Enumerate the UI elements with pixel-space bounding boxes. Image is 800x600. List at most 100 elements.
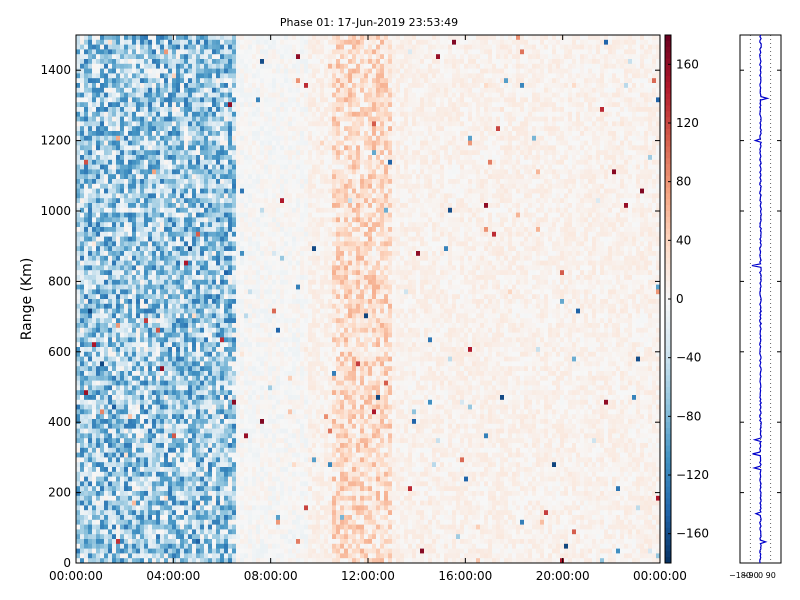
heatmap-cell xyxy=(188,414,193,420)
heatmap-cell xyxy=(184,428,189,434)
heatmap-cell xyxy=(120,121,125,127)
heatmap-cell xyxy=(76,457,81,463)
heatmap-cell xyxy=(224,457,229,463)
heatmap-cell xyxy=(108,308,113,314)
heatmap-cell xyxy=(92,404,97,410)
heatmap-cell xyxy=(244,35,249,41)
heatmap-cell xyxy=(204,361,209,367)
heatmap-cell xyxy=(240,231,245,237)
heatmap-cell xyxy=(252,284,257,290)
heatmap-cell xyxy=(224,443,229,449)
heatmap-cell xyxy=(116,188,121,194)
heatmap-cell xyxy=(160,193,165,199)
heatmap-cell xyxy=(212,251,217,257)
heatmap-cell xyxy=(156,275,161,281)
heatmap-cell xyxy=(124,515,129,521)
heatmap-cell xyxy=(84,515,89,521)
heatmap-cell xyxy=(120,150,125,156)
heatmap-cell xyxy=(84,351,89,357)
heatmap-cell xyxy=(212,294,217,300)
heatmap-cell xyxy=(204,135,209,141)
heatmap-cell xyxy=(256,68,261,74)
heatmap-cell xyxy=(116,255,121,261)
heatmap-cell xyxy=(76,63,81,69)
heatmap-cell xyxy=(216,390,221,396)
heatmap-cell xyxy=(136,97,141,103)
heatmap-cell xyxy=(224,495,229,501)
heatmap-cell xyxy=(212,207,217,213)
heatmap-cell xyxy=(80,457,85,463)
heatmap-cell xyxy=(144,443,149,449)
heatmap-cell xyxy=(148,241,153,247)
heatmap-cell xyxy=(148,294,153,300)
heatmap-cell xyxy=(128,399,133,405)
heatmap-cell xyxy=(148,207,153,213)
heatmap-cell xyxy=(160,539,165,545)
heatmap-cell xyxy=(224,203,229,209)
heatmap-cell xyxy=(196,308,201,314)
heatmap-cell xyxy=(196,366,201,372)
heatmap-cell xyxy=(88,318,93,324)
heatmap-cell xyxy=(100,481,105,487)
heatmap-cell xyxy=(180,255,185,261)
heatmap-cell xyxy=(136,390,141,396)
heatmap-cell xyxy=(84,543,89,549)
heatmap-cell xyxy=(108,251,113,257)
heatmap-cell xyxy=(160,179,165,185)
heatmap-cell xyxy=(148,313,153,319)
heatmap-cell xyxy=(148,217,153,223)
heatmap-cell xyxy=(132,227,137,233)
heatmap-cell xyxy=(216,495,221,501)
heatmap-cell xyxy=(224,107,229,113)
heatmap-cell xyxy=(172,380,177,386)
heatmap-cell xyxy=(204,515,209,521)
heatmap-cell xyxy=(100,443,105,449)
heatmap-cell xyxy=(224,433,229,439)
heatmap-cell xyxy=(236,188,241,194)
heatmap-cell xyxy=(136,135,141,141)
heatmap-cell xyxy=(216,327,221,333)
heatmap-cell xyxy=(164,217,169,223)
heatmap-cell xyxy=(184,294,189,300)
heatmap-cell xyxy=(80,284,85,290)
heatmap-cell xyxy=(248,294,253,300)
heatmap-cell xyxy=(96,145,101,151)
heatmap-cell xyxy=(216,467,221,473)
heatmap-cell xyxy=(204,111,209,117)
heatmap-cell xyxy=(96,534,101,540)
heatmap-cell xyxy=(236,414,241,420)
heatmap-cell xyxy=(140,150,145,156)
heatmap-cell xyxy=(128,203,133,209)
heatmap-cell xyxy=(244,198,249,204)
heatmap-cell xyxy=(160,356,165,362)
heatmap-cell xyxy=(100,241,105,247)
heatmap-cell xyxy=(176,308,181,314)
heatmap-cell xyxy=(216,102,221,108)
heatmap-cell xyxy=(148,39,153,45)
heatmap-cell xyxy=(108,279,113,285)
heatmap-cell xyxy=(84,419,89,425)
heatmap-cell xyxy=(140,419,145,425)
heatmap-cell xyxy=(112,371,117,377)
heatmap-cell xyxy=(152,174,157,180)
heatmap-cell xyxy=(248,111,253,117)
heatmap-cell xyxy=(196,78,201,84)
heatmap-cell xyxy=(164,385,169,391)
heatmap-cell xyxy=(176,399,181,405)
heatmap-cell xyxy=(248,251,253,257)
heatmap-cell xyxy=(112,97,117,103)
heatmap-cell xyxy=(228,164,233,170)
heatmap-cell xyxy=(124,145,129,151)
heatmap-cell xyxy=(100,510,105,516)
heatmap-cell xyxy=(168,63,173,69)
heatmap-cell xyxy=(216,193,221,199)
heatmap-cell xyxy=(224,342,229,348)
heatmap-cell xyxy=(108,169,113,175)
heatmap-cell xyxy=(196,299,201,305)
heatmap-cell xyxy=(156,121,161,127)
heatmap-cell xyxy=(136,366,141,372)
heatmap-cell xyxy=(196,83,201,89)
heatmap-cell xyxy=(204,116,209,122)
heatmap-cell xyxy=(184,491,189,497)
heatmap-cell xyxy=(212,457,217,463)
